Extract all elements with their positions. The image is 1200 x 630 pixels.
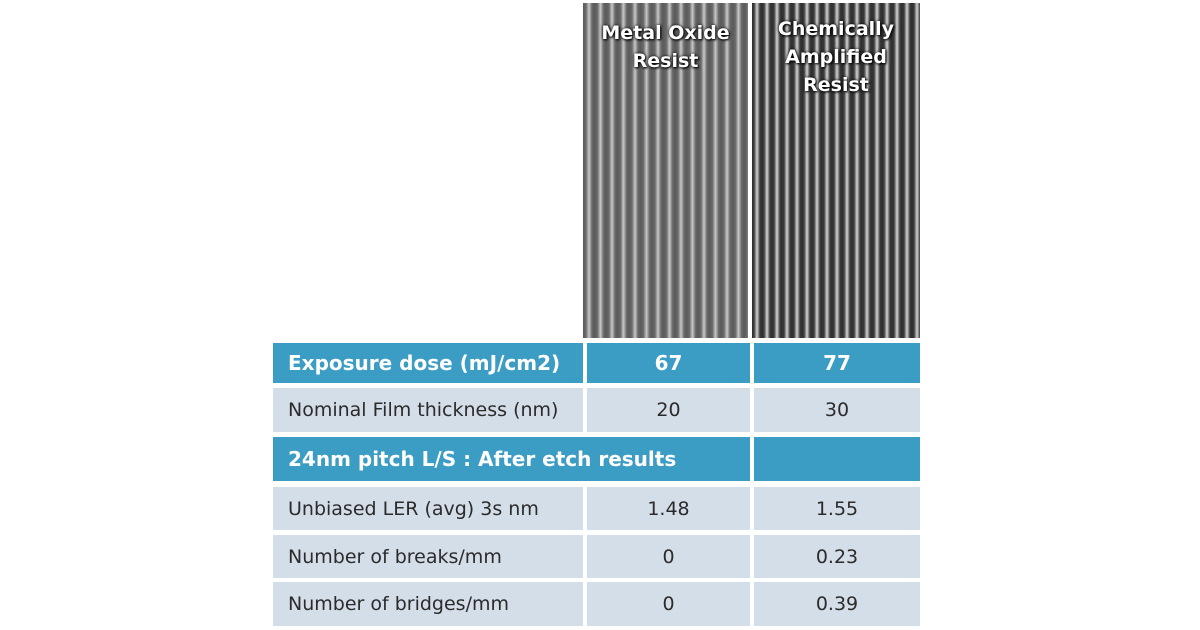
cell — [754, 437, 920, 481]
sem-image: Chemically Amplified Resist — [752, 3, 920, 338]
cell: 0 — [587, 535, 750, 578]
cell: 1.55 — [754, 487, 920, 530]
image-label: Chemically Amplified Resist — [777, 18, 895, 96]
row-header: Number of breaks/mm — [273, 535, 583, 578]
sem-image: Metal Oxide Resist — [583, 3, 748, 338]
row-header: Unbiased LER (avg) 3s nm — [273, 487, 583, 530]
cell: 77 — [754, 343, 920, 383]
cell: 20 — [587, 388, 750, 432]
row-header: Exposure dose (mJ/cm2) — [273, 343, 583, 383]
cell: 0.39 — [754, 582, 920, 626]
image-label: Metal Oxide Resist — [601, 22, 730, 72]
row-header: Nominal Film thickness (nm) — [273, 388, 583, 432]
section-header: 24nm pitch L/S : After etch results — [273, 437, 750, 481]
cell: 67 — [587, 343, 750, 383]
row-header: Number of bridges/mm — [273, 582, 583, 626]
cell: 30 — [754, 388, 920, 432]
cell: 0 — [587, 582, 750, 626]
cell: 0.23 — [754, 535, 920, 578]
cell: 1.48 — [587, 487, 750, 530]
